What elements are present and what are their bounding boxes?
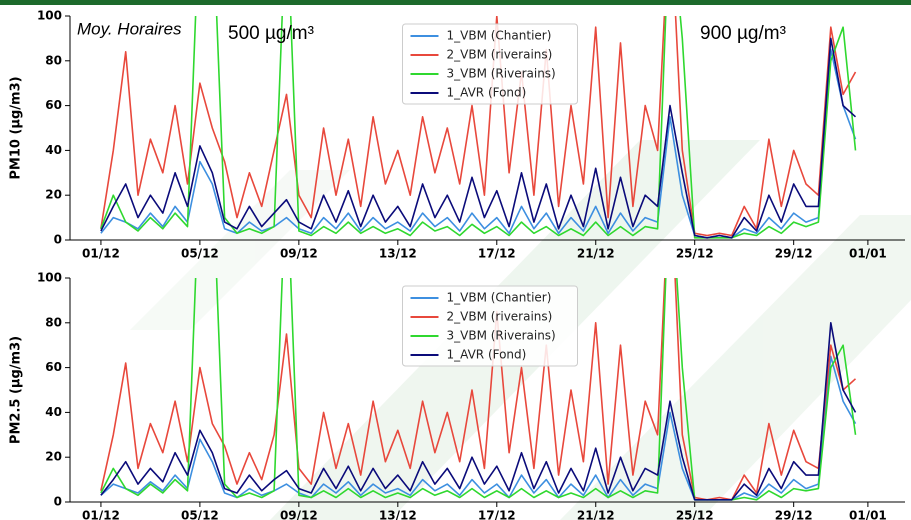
y-tick-label: 20 — [45, 450, 62, 464]
y-tick-label: 60 — [45, 360, 62, 374]
x-tick-label: 09/12 — [280, 509, 318, 520]
panel: 0 20 40 60 80 100 01/12 05/12 09/12 13/12 17/12 21/… — [9, 271, 905, 520]
series-line — [100, 322, 857, 501]
x-tick-label: 01/01 — [849, 509, 887, 520]
x-tick-label: 01/12 — [82, 509, 120, 520]
x-tick-label: 05/12 — [181, 509, 219, 520]
y-tick-label: 80 — [45, 53, 62, 67]
x-tick-label: 29/12 — [775, 247, 813, 261]
legend-label: 1_AVR (Fond) — [447, 348, 527, 362]
legend: 1_VBM (Chantier) 2_VBM (riverains) 3_VBM (… — [402, 285, 578, 367]
x-tick-label: 25/12 — [676, 509, 714, 520]
legend-label: 2_VBM (riverains) — [447, 48, 553, 62]
x-tick-label: 09/12 — [280, 247, 318, 261]
series-group — [100, 16, 857, 239]
annotation: Moy. Horaires — [77, 19, 182, 38]
x-tick-label: 17/12 — [478, 509, 516, 520]
x-tick-label: 17/12 — [478, 247, 516, 261]
x-tick-label: 05/12 — [181, 247, 219, 261]
series-line — [100, 37, 857, 239]
x-tick-label: 25/12 — [676, 247, 714, 261]
legend: 1_VBM (Chantier) 2_VBM (riverains) 3_VBM (… — [402, 23, 578, 105]
legend-frame — [402, 285, 578, 367]
legend-label: 1_VBM (Chantier) — [447, 291, 552, 305]
y-tick-label: 40 — [45, 143, 62, 157]
x-tick-label: 01/01 — [849, 247, 887, 261]
x-tick-label: 13/12 — [379, 509, 417, 520]
x-tick-label: 13/12 — [379, 247, 417, 261]
y-tick-label: 20 — [45, 188, 62, 202]
legend-label: 3_VBM (Riverains) — [447, 67, 556, 81]
y-axis-label: PM10 (µg/m3) — [9, 76, 24, 179]
legend-label: 1_AVR (Fond) — [447, 86, 527, 100]
x-tick-label: 29/12 — [775, 509, 813, 520]
top-bar — [0, 0, 911, 5]
y-tick-label: 100 — [37, 9, 62, 23]
y-tick-label: 100 — [37, 271, 62, 285]
x-tick-label: 21/12 — [577, 509, 615, 520]
y-tick-label: 40 — [45, 405, 62, 419]
x-tick-label: 21/12 — [577, 247, 615, 261]
annotation: 900 µg/m³ — [700, 23, 786, 44]
x-tick-label: 01/12 — [82, 247, 120, 261]
legend-label: 1_VBM (Chantier) — [447, 29, 552, 43]
y-tick-label: 60 — [45, 98, 62, 112]
panel: 0 20 40 60 80 100 01/12 05/12 09/12 13/12 17/12 21/… — [9, 9, 905, 261]
legend-label: 3_VBM (Riverains) — [447, 329, 556, 343]
y-tick-label: 0 — [54, 233, 62, 247]
y-tick-label: 80 — [45, 315, 62, 329]
series-line — [100, 16, 857, 237]
watermark-band — [130, 170, 350, 330]
watermark-band — [560, 215, 911, 520]
legend-label: 2_VBM (riverains) — [447, 310, 553, 324]
y-axis-label: PM2.5 (µg/m3) — [9, 336, 24, 444]
series-group — [100, 278, 857, 501]
legend-frame — [402, 23, 578, 105]
annotation: 500 µg/m³ — [228, 23, 314, 44]
y-tick-label: 0 — [54, 495, 62, 509]
